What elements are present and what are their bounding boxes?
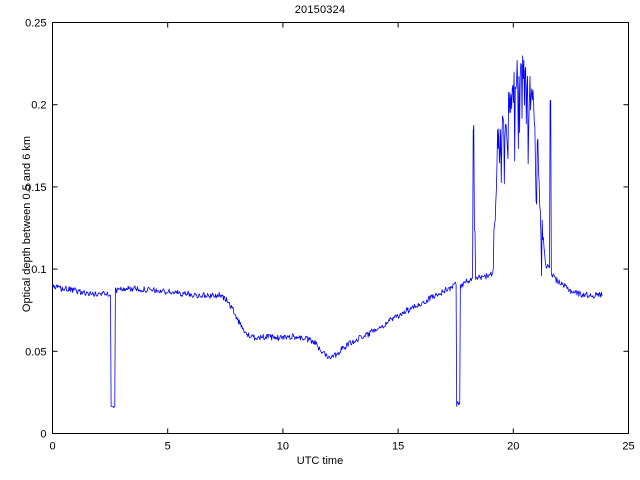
- y-tick-label: 0.25: [25, 18, 46, 30]
- axes-box: [52, 22, 629, 434]
- y-tick-label: 0.05: [25, 346, 46, 358]
- data-series-group: [52, 55, 603, 409]
- axes-group: 0 5 10 15 20 25 0 0.05 0.1 0.15 0.2 0.25: [25, 18, 635, 453]
- y-tick-label: 0.15: [25, 182, 46, 194]
- chart-title: 20150324: [294, 4, 346, 16]
- x-axis-title: UTC time: [296, 455, 344, 467]
- y-axis-title: Optical depth between 0.5 and 6 km: [21, 135, 33, 313]
- y-tick-label: 0.2: [31, 100, 46, 112]
- x-tick-label: 0: [49, 441, 55, 453]
- x-tick-label: 25: [622, 441, 634, 453]
- x-tick-label: 10: [277, 441, 289, 453]
- y-tick-label: 0: [40, 429, 46, 441]
- y-tick-label: 0.1: [31, 264, 46, 276]
- x-tick-label: 20: [507, 441, 519, 453]
- x-tick-label: 5: [165, 441, 171, 453]
- x-tick-label: 15: [392, 441, 404, 453]
- data-line-optical-depth: [52, 55, 603, 409]
